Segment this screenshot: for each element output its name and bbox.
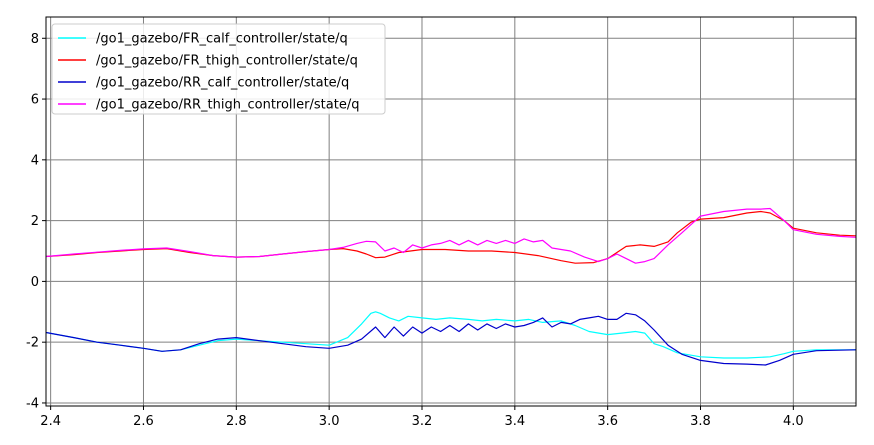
y-tick-label: 8 [31,32,39,47]
legend-label: /go1_gazebo/FR_thigh_controller/state/q [96,54,358,69]
series-line-4 [46,207,856,264]
x-tick-label: 2.8 [226,414,247,429]
x-tick-label: 3.2 [412,414,433,429]
legend-label: /go1_gazebo/RR_thigh_controller/state/q [96,98,359,113]
plot-frame [45,16,857,407]
y-tick-label: -2 [26,336,39,351]
axis-ticks: 2.4 2.6 2.8 3.0 3.2 3.4 3.6 3.8 4.0 -4 -2 0 2 4 6 8 [26,32,804,429]
series-line-1 [46,311,856,359]
legend-label: /go1_gazebo/RR_calf_controller/state/q [96,76,349,91]
x-tick-label: 3.0 [319,414,340,429]
y-tick-label: -4 [26,396,39,411]
y-tick-label: 4 [31,153,39,168]
x-tick-label: 4.0 [783,414,804,429]
x-tick-label: 3.6 [597,414,618,429]
x-tick-label: 3.8 [690,414,711,429]
y-tick-label: 2 [31,214,39,229]
legend-box [51,23,386,115]
legend-items: /go1_gazebo/FR_calf_controller/state/q/g… [58,32,359,113]
series-line-3 [46,312,856,366]
y-tick-label: 6 [31,93,39,108]
legend: /go1_gazebo/FR_calf_controller/state/q/g… [51,23,386,115]
series-lines [46,207,856,366]
x-tick-label: 2.6 [133,414,154,429]
legend-label: /go1_gazebo/FR_calf_controller/state/q [96,32,348,47]
y-tick-label: 0 [31,275,39,290]
x-tick-label: 3.4 [504,414,525,429]
x-tick-label: 2.4 [40,414,61,429]
